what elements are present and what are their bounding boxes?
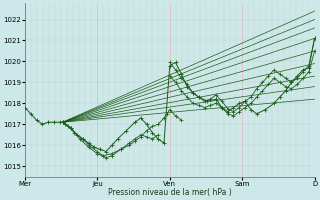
X-axis label: Pression niveau de la mer( hPa ): Pression niveau de la mer( hPa ) bbox=[108, 188, 232, 197]
